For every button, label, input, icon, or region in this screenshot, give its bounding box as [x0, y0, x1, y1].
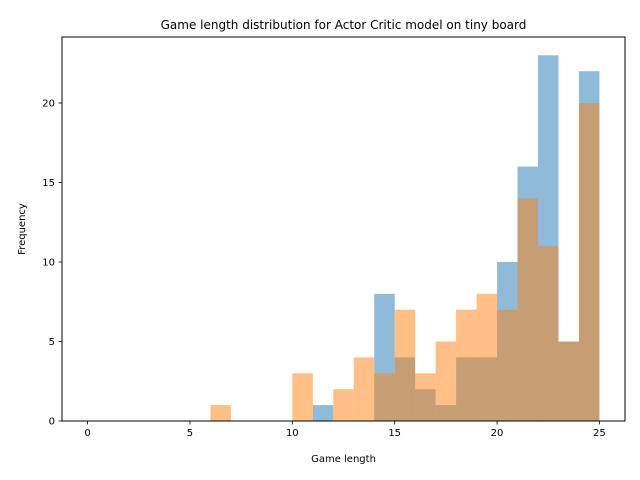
histogram-bar-series2-bin-17 [435, 341, 457, 421]
x-axis-ticks: 0 5 10 15 20 25 [84, 421, 606, 439]
x-axis-label: Game length [311, 454, 376, 465]
axes-frame [61, 36, 626, 422]
histogram-bar-series2-bin-10 [292, 373, 313, 421]
x-tick-label: 15 [388, 428, 401, 439]
histogram-bar-series2-bin-12 [333, 389, 354, 421]
bars-group [210, 55, 600, 422]
y-tick-label: 10 [42, 257, 55, 268]
histogram-bar-series2-bin-23 [558, 341, 579, 421]
histogram-bar-series2-bin-24 [578, 102, 600, 422]
histogram-bar-series2-bin-21 [517, 198, 538, 421]
x-tick-label: 10 [286, 428, 299, 439]
x-tick-label: 20 [491, 428, 504, 439]
x-tick-label: 25 [593, 428, 606, 439]
chart-title: Game length distribution for Actor Criti… [161, 18, 527, 32]
histogram-bar-series2-bin-15 [394, 309, 416, 421]
x-tick-label: 0 [84, 428, 90, 439]
y-tick-label: 0 [49, 417, 55, 428]
histogram-bar-series2-bin-22 [537, 246, 559, 421]
histogram-bar-series2-bin-14 [374, 373, 395, 421]
histogram-bar-series2-bin-20 [497, 309, 518, 421]
histogram-bar-series2-bin-6 [210, 405, 231, 421]
histogram-bar-series2-bin-13 [353, 357, 375, 421]
histogram-bar-series2-bin-19 [476, 293, 498, 421]
x-tick-label: 5 [187, 428, 193, 439]
y-axis-label: Frequency [17, 203, 28, 255]
histogram-bar-series2-bin-18 [456, 309, 477, 421]
histogram-bar-series1-bin-11 [312, 405, 334, 421]
y-tick-label: 20 [42, 98, 55, 109]
y-tick-label: 15 [42, 178, 55, 189]
y-tick-label: 5 [49, 337, 55, 348]
histogram-bar-series2-bin-16 [415, 373, 436, 421]
y-axis-ticks: 0 5 10 15 20 [42, 98, 62, 428]
